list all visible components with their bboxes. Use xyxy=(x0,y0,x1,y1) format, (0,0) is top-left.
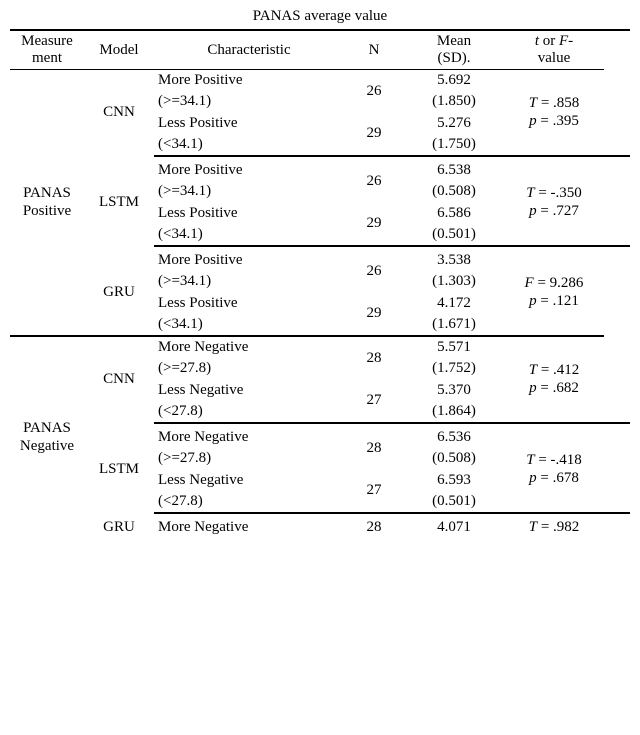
mean-cell: 4.172 xyxy=(404,293,504,314)
characteristic-sub: (>=34.1) xyxy=(154,91,344,112)
model-cell: LSTM xyxy=(84,160,154,246)
sd-cell: (0.508) xyxy=(404,448,504,469)
mean-cell: 6.536 xyxy=(404,427,504,448)
mean-cell: 5.571 xyxy=(404,337,504,358)
characteristic-cell: More Negative xyxy=(154,337,344,358)
n-cell: 29 xyxy=(344,293,404,337)
mean-cell: 3.538 xyxy=(404,250,504,271)
characteristic-cell: More Negative xyxy=(154,427,344,448)
sd-cell: (1.303) xyxy=(404,271,504,292)
table-caption: PANAS average value xyxy=(10,8,630,25)
mean-cell: 5.370 xyxy=(404,380,504,401)
characteristic-cell: Less Negative xyxy=(154,470,344,491)
model-cell: GRU xyxy=(84,250,154,336)
characteristic-sub: (<34.1) xyxy=(154,224,344,246)
n-cell: 26 xyxy=(344,70,404,113)
n-cell: 28 xyxy=(344,337,404,380)
n-cell: 27 xyxy=(344,470,404,514)
mean-cell: 4.071 xyxy=(404,517,504,538)
characteristic-sub: (<27.8) xyxy=(154,401,344,423)
n-cell: 26 xyxy=(344,160,404,203)
mean-cell: 6.538 xyxy=(404,160,504,181)
characteristic-cell: More Positive xyxy=(154,250,344,271)
model-cell: CNN xyxy=(84,70,154,156)
characteristic-cell: More Negative xyxy=(154,517,344,538)
header-mean: Mean (SD). xyxy=(404,30,504,70)
stat-cell: T = .982 xyxy=(504,517,604,538)
n-cell: 28 xyxy=(344,427,404,470)
characteristic-cell: Less Negative xyxy=(154,380,344,401)
characteristic-cell: Less Positive xyxy=(154,293,344,314)
stat-cell: F = 9.286p = .121 xyxy=(504,250,604,336)
characteristic-sub: (>=34.1) xyxy=(154,271,344,292)
stat-cell: T = -.418p = .678 xyxy=(504,427,604,513)
panas-table: Measure ment Model Characteristic N Mean… xyxy=(10,29,630,538)
sd-cell: (0.508) xyxy=(404,181,504,202)
characteristic-sub: (<34.1) xyxy=(154,134,344,156)
characteristic-sub: (>=27.8) xyxy=(154,358,344,379)
model-cell: CNN xyxy=(84,337,154,423)
measurement-cell: PANASNegative xyxy=(10,337,84,538)
characteristic-sub: (>=34.1) xyxy=(154,181,344,202)
n-cell: 26 xyxy=(344,250,404,293)
sd-cell: (1.850) xyxy=(404,91,504,112)
model-cell: LSTM xyxy=(84,427,154,513)
characteristic-cell: Less Positive xyxy=(154,203,344,224)
stat-cell: T = .858p = .395 xyxy=(504,70,604,156)
header-measure: Measure ment xyxy=(10,30,84,70)
sd-cell: (1.750) xyxy=(404,134,504,156)
sd-cell: (0.501) xyxy=(404,224,504,246)
stat-cell: T = -.350p = .727 xyxy=(504,160,604,246)
header-characteristic: Characteristic xyxy=(154,30,344,70)
model-cell: GRU xyxy=(84,517,154,538)
stat-cell: T = .412p = .682 xyxy=(504,337,604,423)
mean-cell: 6.586 xyxy=(404,203,504,224)
characteristic-sub: (<27.8) xyxy=(154,491,344,513)
mean-cell: 6.593 xyxy=(404,470,504,491)
n-cell: 27 xyxy=(344,380,404,424)
n-cell: 28 xyxy=(344,517,404,538)
sd-cell: (1.864) xyxy=(404,401,504,423)
header-model: Model xyxy=(84,30,154,70)
n-cell: 29 xyxy=(344,113,404,157)
header-stat: t or F- value xyxy=(504,30,604,70)
mean-cell: 5.692 xyxy=(404,70,504,91)
characteristic-sub: (>=27.8) xyxy=(154,448,344,469)
measurement-cell: PANASPositive xyxy=(10,70,84,336)
sd-cell: (1.752) xyxy=(404,358,504,379)
sd-cell: (0.501) xyxy=(404,491,504,513)
characteristic-sub: (<34.1) xyxy=(154,314,344,336)
characteristic-cell: Less Positive xyxy=(154,113,344,134)
characteristic-cell: More Positive xyxy=(154,160,344,181)
sd-cell: (1.671) xyxy=(404,314,504,336)
n-cell: 29 xyxy=(344,203,404,247)
mean-cell: 5.276 xyxy=(404,113,504,134)
characteristic-cell: More Positive xyxy=(154,70,344,91)
header-n: N xyxy=(344,30,404,70)
